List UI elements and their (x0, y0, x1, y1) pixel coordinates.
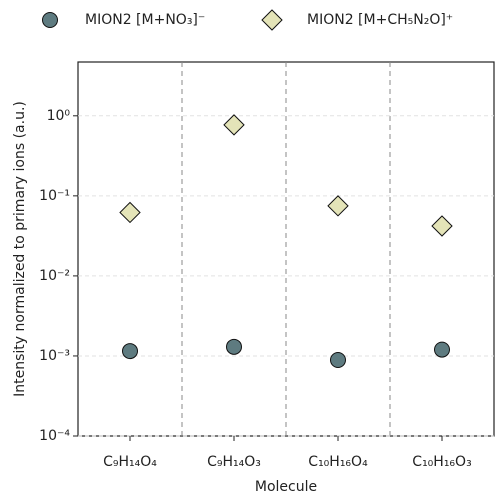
point (119, 201, 141, 224)
legend-label: MION2 [M+NO₃]⁻ (85, 12, 205, 28)
point (431, 215, 453, 237)
x-tick-label: C₉H₁₄O₄ (103, 454, 157, 470)
y-tick-label: 10⁻¹ (39, 188, 70, 204)
point (261, 9, 283, 31)
x-axis-label: Molecule (255, 479, 317, 495)
y-tick-label: 10⁻⁴ (39, 428, 70, 444)
y-axis-label: Intensity normalized to primary ions (a.… (12, 101, 28, 397)
y-tick-label: 10⁻³ (39, 348, 70, 364)
point (330, 352, 346, 369)
point (122, 343, 138, 360)
point (223, 114, 245, 136)
point (327, 195, 349, 217)
point (42, 12, 58, 28)
x-tick-label: C₁₀H₁₆O₄ (308, 454, 368, 470)
point (434, 341, 450, 358)
x-tick-label: C₉H₁₄O₃ (207, 454, 261, 470)
y-tick-label: 10⁰ (47, 108, 71, 124)
legend-label: MION2 [M+CH₅N₂O]⁺ (307, 12, 453, 28)
point (226, 338, 242, 355)
y-tick-label: 10⁻² (39, 268, 70, 284)
x-tick-label: C₁₀H₁₆O₃ (412, 454, 471, 470)
